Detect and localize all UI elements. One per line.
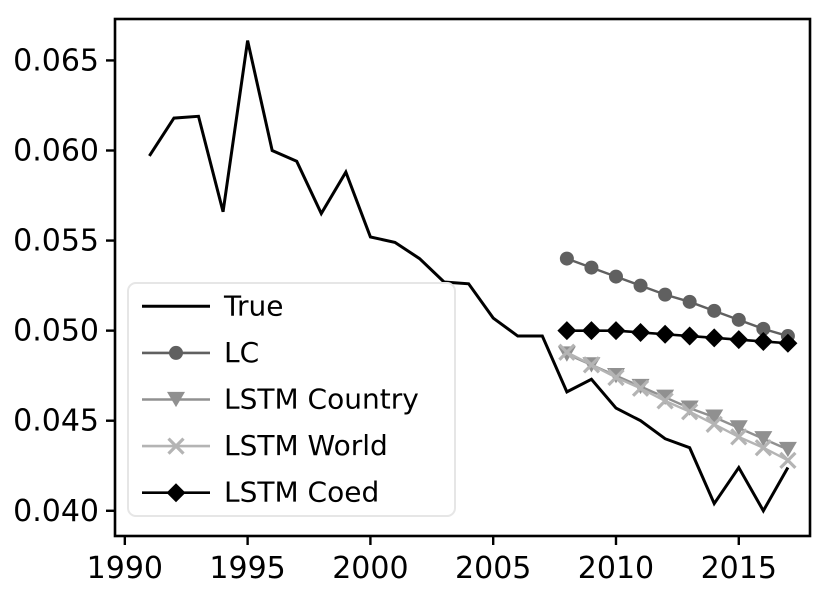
axes-frame — [113, 17, 812, 538]
legend-label: LSTM Country — [224, 383, 419, 416]
series-lstm-coed — [557, 321, 798, 353]
legend-label: LSTM Coed — [224, 476, 379, 509]
x-tick-label: 2010 — [578, 551, 654, 586]
legend-item-lc[interactable]: LC — [142, 336, 259, 369]
data-point-marker-x — [607, 368, 625, 387]
x-tick-label: 2000 — [332, 551, 408, 586]
data-point-marker-x — [681, 403, 699, 421]
y-tick-label: 0.045 — [13, 404, 99, 439]
x-tick-label: 1995 — [209, 551, 285, 586]
data-point-marker-x — [779, 451, 797, 469]
data-point-marker-x — [582, 356, 601, 374]
y-tick-label: 0.040 — [13, 494, 99, 529]
data-point-marker-x — [167, 437, 185, 455]
legend-label: True — [223, 289, 283, 322]
x-tick-label: 1990 — [87, 551, 163, 586]
data-point-marker-diamond — [680, 326, 700, 346]
legend-item-lstm-world[interactable]: LSTM World — [142, 429, 388, 462]
y-tick-label: 0.065 — [13, 43, 99, 78]
y-tick-label: 0.055 — [13, 224, 99, 259]
data-point-marker-diamond — [606, 321, 626, 341]
data-point-marker-circle — [633, 278, 648, 293]
y-axis-tick-group: 0.040 0.045 0.050 0.055 0.060 0.065 — [13, 43, 115, 529]
data-point-marker-diamond — [729, 330, 749, 350]
data-point-marker-circle — [682, 294, 697, 309]
data-point-marker-circle — [608, 269, 623, 284]
data-point-marker-circle — [169, 345, 183, 360]
data-point-marker-triangle-down — [729, 420, 748, 436]
data-point-marker-diamond — [581, 321, 601, 341]
legend-background — [127, 282, 456, 517]
data-point-marker-circle — [731, 312, 746, 327]
legend-item-lstm-country[interactable]: LSTM Country — [142, 383, 419, 416]
legend-label: LC — [224, 336, 259, 369]
data-point-marker-triangle-down — [167, 391, 185, 408]
data-point-marker-triangle-down — [680, 400, 699, 416]
data-point-marker-diamond — [557, 321, 577, 341]
y-tick-label: 0.050 — [13, 314, 99, 349]
data-point-marker-diamond — [753, 331, 773, 351]
series-lstm-world — [558, 343, 797, 469]
data-point-marker-diamond — [704, 328, 724, 348]
legend-item-true[interactable]: True — [142, 289, 283, 322]
x-tick-label: 2005 — [455, 551, 531, 586]
data-point-marker-x — [730, 428, 748, 446]
data-point-marker-circle — [756, 321, 771, 336]
data-point-marker-triangle-down — [778, 441, 797, 458]
data-point-marker-diamond — [655, 324, 675, 344]
data-point-marker-triangle-down — [656, 389, 675, 405]
data-point-marker-circle — [707, 303, 722, 318]
data-point-marker-triangle-down — [754, 431, 773, 447]
data-point-marker-diamond — [778, 333, 798, 353]
data-point-marker-circle — [584, 260, 599, 275]
chart-legend: True LC LSTM Country LSTM World LSTM Coed — [127, 282, 456, 517]
data-point-marker-x — [558, 343, 576, 361]
data-point-marker-triangle-down — [705, 409, 724, 425]
series-true — [148, 40, 790, 514]
data-point-marker-x — [656, 392, 674, 410]
series-group — [148, 40, 798, 514]
data-point-marker-x — [631, 379, 650, 397]
data-point-marker-x — [705, 415, 723, 433]
data-point-marker-circle — [559, 251, 574, 266]
legend-label: LSTM World — [224, 429, 388, 462]
data-point-marker-circle — [658, 287, 673, 302]
x-axis-tick-group: 1990 1995 2000 2005 2010 2015 — [87, 536, 777, 586]
x-tick-label: 2015 — [701, 551, 777, 586]
data-point-marker-x — [754, 439, 772, 457]
y-tick-label: 0.060 — [13, 134, 99, 169]
data-point-marker-diamond — [631, 322, 651, 342]
legend-item-lstm-coed[interactable]: LSTM Coed — [142, 476, 379, 509]
data-point-marker-diamond — [166, 483, 186, 503]
